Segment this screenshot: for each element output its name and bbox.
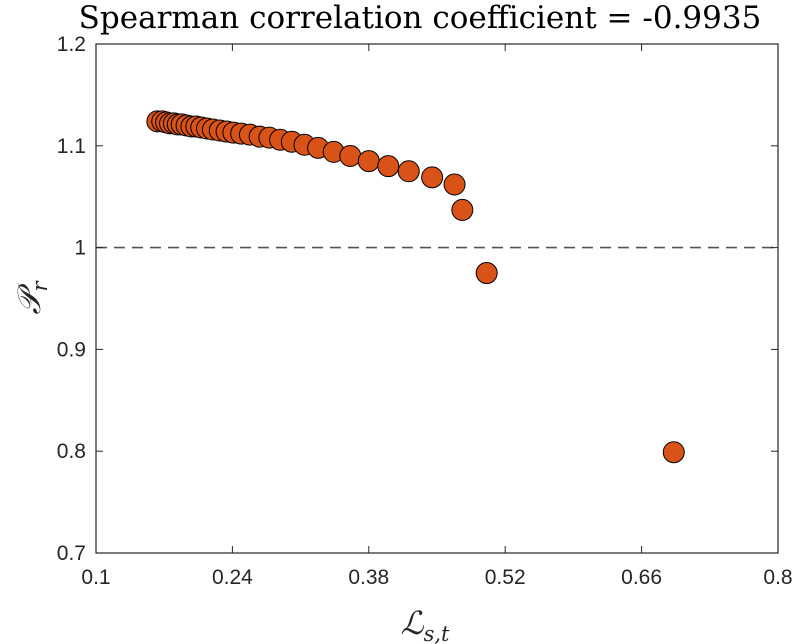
data-point bbox=[397, 160, 420, 183]
data-point bbox=[443, 173, 466, 196]
y-tick-label: 0.9 bbox=[57, 338, 86, 361]
data-point bbox=[451, 198, 474, 221]
x-tick-label: 0.8 bbox=[763, 566, 792, 589]
y-tick-label: 1 bbox=[74, 237, 86, 260]
y-axis-ticks: 0.7 0.8 0.9 1 1.1 1.2 bbox=[57, 33, 778, 565]
x-tick-label: 0.24 bbox=[212, 566, 253, 589]
data-point bbox=[377, 155, 400, 178]
x-axis-ticks: 0.1 0.24 0.38 0.52 0.66 0.8 bbox=[81, 44, 793, 589]
x-tick-label: 0.66 bbox=[621, 566, 662, 589]
points-layer bbox=[146, 110, 685, 464]
data-point bbox=[475, 262, 498, 285]
x-axis-label-main: ℒ bbox=[401, 604, 425, 642]
x-tick-label: 0.38 bbox=[348, 566, 389, 589]
y-tick-label: 0.7 bbox=[57, 542, 86, 565]
chart-title: Spearman correlation coefficient = -0.99… bbox=[79, 0, 762, 36]
data-point bbox=[357, 150, 380, 173]
y-tick-label: 1.1 bbox=[57, 135, 86, 158]
data-point bbox=[662, 441, 685, 464]
y-axis-label-sub: r bbox=[28, 279, 52, 291]
y-tick-label: 0.8 bbox=[57, 440, 86, 463]
x-tick-label: 0.52 bbox=[485, 566, 526, 589]
y-axis-label: 𝒫r bbox=[10, 279, 52, 314]
x-axis-label-sub: s,t bbox=[424, 622, 450, 644]
x-axis-label: ℒs,t bbox=[401, 604, 450, 644]
y-tick-label: 1.2 bbox=[57, 33, 86, 56]
data-point bbox=[339, 144, 362, 167]
x-tick-label: 0.1 bbox=[81, 566, 110, 589]
data-point bbox=[421, 166, 444, 189]
